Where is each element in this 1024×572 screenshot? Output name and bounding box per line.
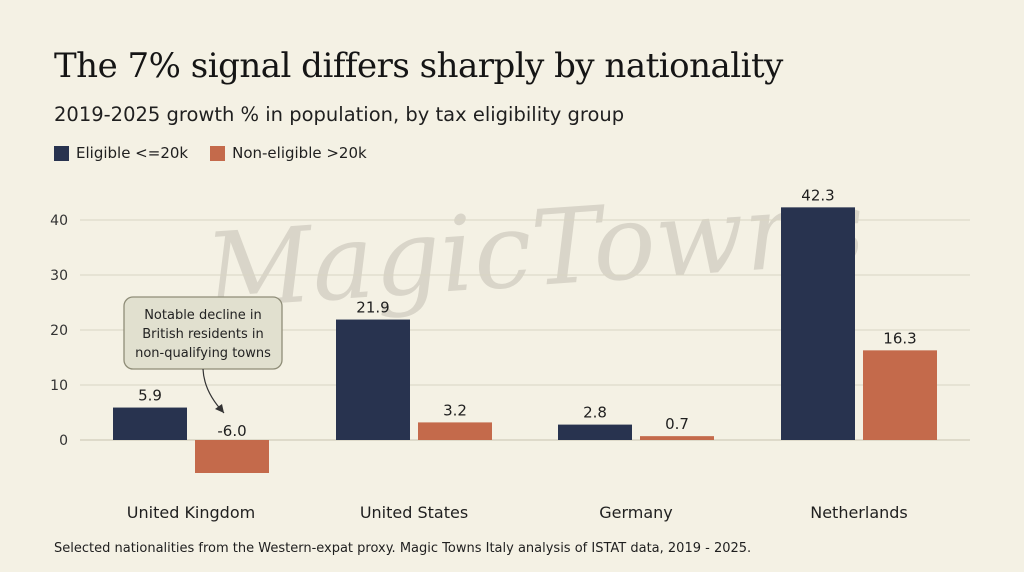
- data-label-united-kingdom-non-eligible-20k: -6.0: [217, 422, 246, 440]
- legend-item-non-eligible: Non-eligible >20k: [210, 144, 367, 162]
- legend-label-eligible: Eligible <=20k: [76, 144, 189, 162]
- data-label-germany-non-eligible-20k: 0.7: [665, 415, 689, 433]
- y-tick-label-30: 30: [50, 268, 68, 284]
- annotation-arrow-head: [215, 404, 224, 413]
- bar-united-states-non-eligible-20k: [418, 422, 492, 440]
- chart-footnote: Selected nationalities from the Western-…: [54, 541, 752, 556]
- bar-germany-eligible-20k: [558, 424, 632, 440]
- legend-swatch-non-eligible: [210, 145, 226, 161]
- data-label-united-states-non-eligible-20k: 3.2: [443, 401, 467, 419]
- x-tick-label-united-states: United States: [360, 503, 468, 522]
- data-label-united-states-eligible-20k: 21.9: [356, 299, 389, 317]
- legend-item-eligible: Eligible <=20k: [54, 144, 188, 162]
- x-tick-label-netherlands: Netherlands: [810, 503, 908, 522]
- chart-title: The 7% signal differs sharply by nationa…: [54, 46, 783, 86]
- chart-subtitle: 2019-2025 growth % in population, by tax…: [54, 103, 625, 126]
- legend-label-non-eligible: Non-eligible >20k: [232, 144, 367, 162]
- y-tick-label-40: 40: [50, 213, 68, 229]
- bar-united-kingdom-non-eligible-20k: [195, 440, 269, 473]
- data-label-germany-eligible-20k: 2.8: [583, 404, 607, 422]
- y-tick-label-20: 20: [50, 323, 68, 339]
- annotation-text-line-2: British residents in: [142, 327, 264, 342]
- y-tick-label-10: 10: [50, 378, 68, 394]
- bar-united-kingdom-eligible-20k: [113, 407, 187, 440]
- annotation-text-line-3: non-qualifying towns: [135, 346, 271, 361]
- y-tick-label-0: 0: [59, 433, 68, 449]
- bar-germany-non-eligible-20k: [640, 436, 714, 440]
- annotation-text-line-1: Notable decline in: [144, 308, 262, 323]
- legend-swatch-eligible: [54, 145, 69, 161]
- bar-netherlands-non-eligible-20k: [863, 350, 937, 440]
- bar-netherlands-eligible-20k: [781, 207, 855, 440]
- data-label-netherlands-eligible-20k: 42.3: [801, 186, 834, 204]
- legend: Eligible <=20k Non-eligible >20k: [54, 144, 389, 162]
- bar-united-states-eligible-20k: [336, 319, 410, 440]
- data-label-netherlands-non-eligible-20k: 16.3: [883, 329, 916, 347]
- x-tick-label-united-kingdom: United Kingdom: [127, 503, 255, 522]
- x-tick-label-germany: Germany: [599, 503, 673, 522]
- data-label-united-kingdom-eligible-20k: 5.9: [138, 387, 162, 405]
